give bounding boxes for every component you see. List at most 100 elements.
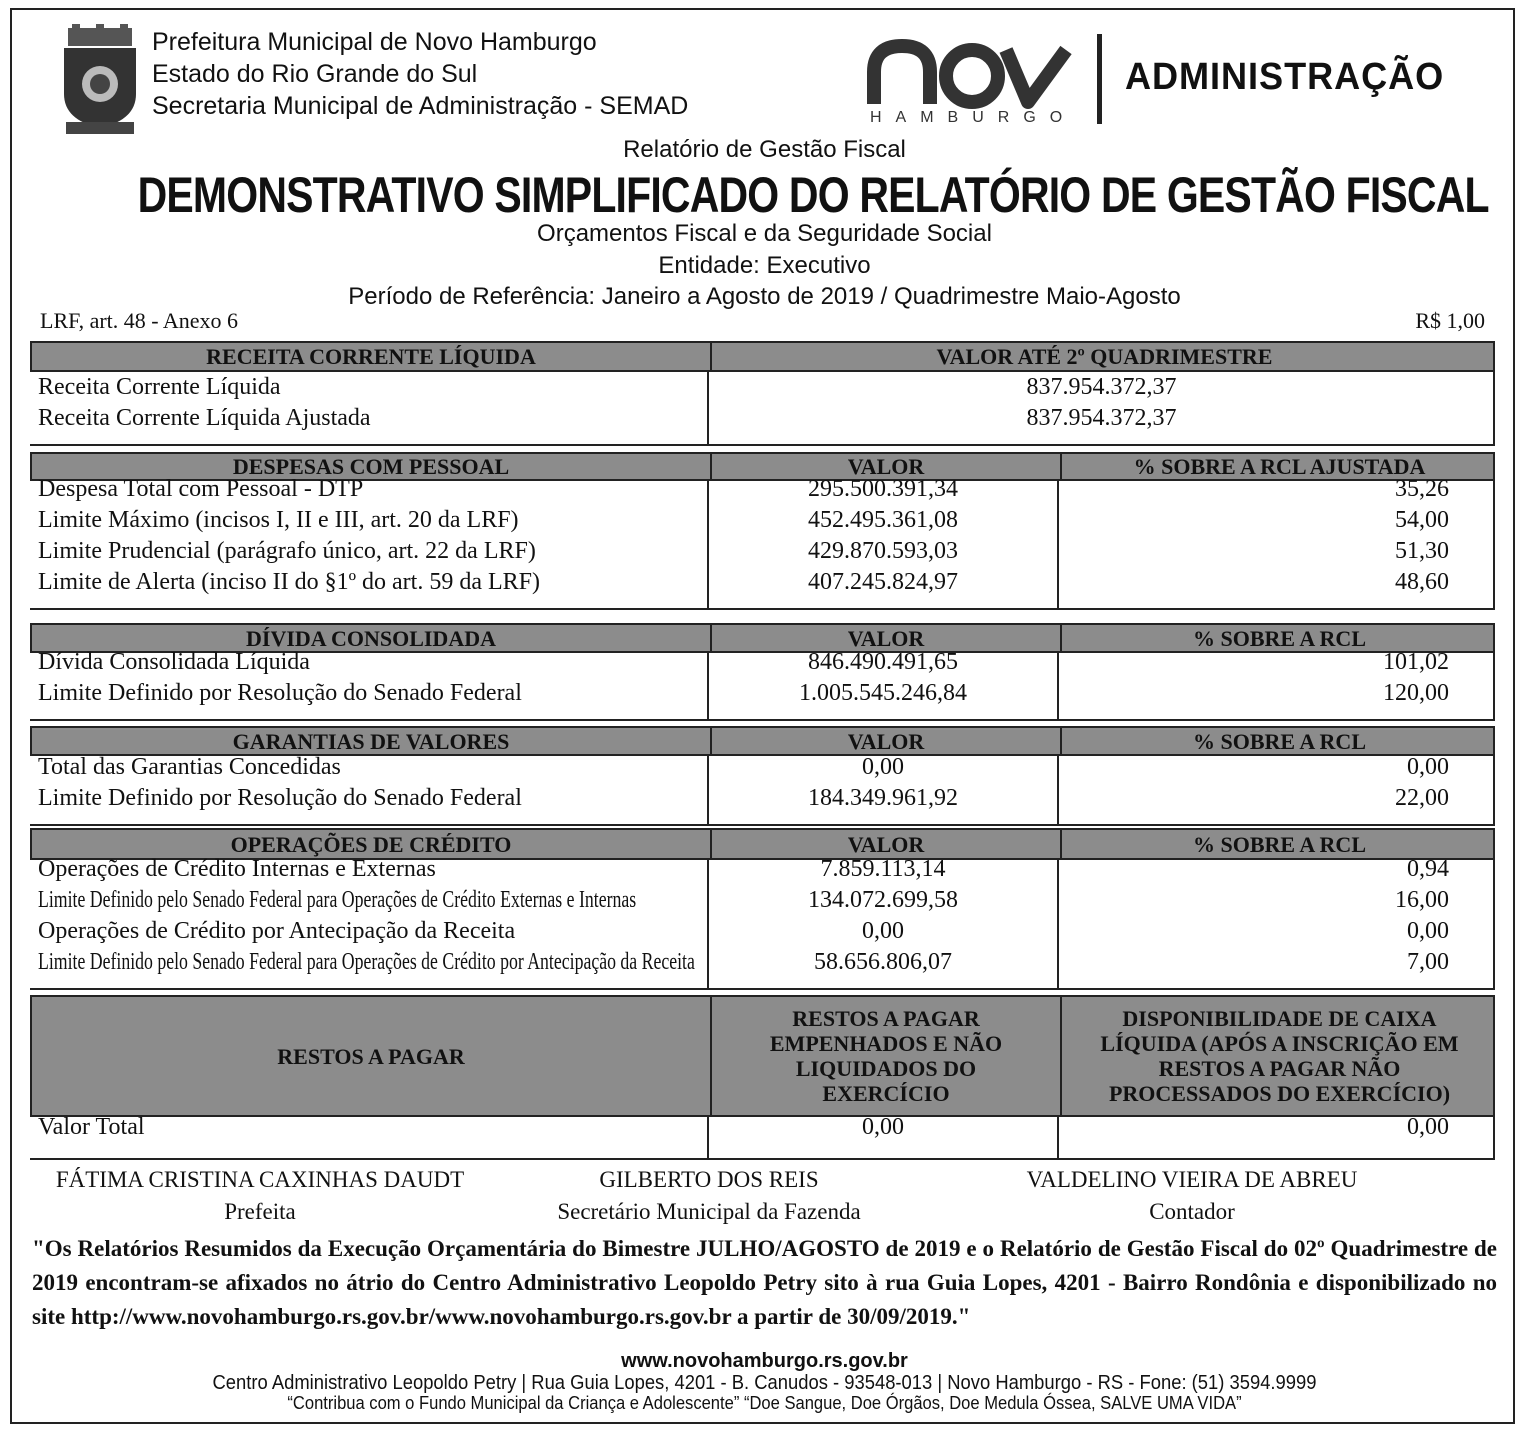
row-percent: 51,30 [1395,538,1449,564]
row-percent: 101,02 [1383,649,1449,675]
row-label: Total das Garantias Concedidas [38,754,341,780]
logo-divider [1097,34,1102,124]
row-label: Limite de Alerta (inciso II do §1º do ar… [38,569,540,595]
row-value: 846.490.491,65 [808,649,958,675]
column-divider [1057,481,1059,608]
row-label: Receita Corrente Líquida Ajustada [38,405,371,431]
signature-role: Secretário Municipal da Fazenda [557,1199,861,1224]
section-header: RESTOS A PAGAR RESTOS A PAGAR EMPENHADOS … [30,995,1495,1117]
column-header: % SOBRE A RCL [1060,830,1497,858]
footer-address: Centro Administrativo Leopoldo Petry | R… [212,1372,1317,1394]
row-value: 295.500.391,34 [808,476,958,502]
row-percent: 0,00 [1407,1114,1449,1140]
signature-name: VALDELINO VIEIRA DE ABREU [1026,1167,1358,1192]
column-divider [707,756,709,824]
page-title: DEMONSTRATIVO SIMPLIFICADO DO RELATÓRIO … [137,167,1490,223]
column-header: DESPESAS COM PESSOAL [232,454,510,479]
row-value: 0,00 [862,1114,904,1140]
row-percent: 120,00 [1383,680,1449,706]
org-line-1: Prefeitura Municipal de Novo Hamburgo [152,28,597,56]
section-header: DESPESAS COM PESSOAL VALOR% SOBRE A RCL A… [30,452,1495,481]
row-percent: 0,94 [1407,856,1449,882]
row-value: 1.005.545.246,84 [799,680,967,706]
signature-name: GILBERTO DOS REIS [599,1167,819,1192]
legal-reference: LRF, art. 48 - Anexo 6 [40,308,239,333]
signature-name: FÁTIMA CRISTINA CAXINHAS DAUDT [55,1167,465,1192]
row-label: Limite Definido pelo Senado Federal para… [38,949,695,975]
row-value: 58.656.806,07 [814,949,952,975]
row-label: Despesa Total com Pessoal - DTP [38,476,364,502]
column-header: VALOR [710,454,1060,479]
row-value: 429.870.593,03 [808,538,958,564]
column-divider [707,1117,709,1158]
column-divider [707,653,709,719]
row-percent: 22,00 [1395,785,1449,811]
row-label: Limite Definido por Resolução do Senado … [38,680,522,706]
row-percent: 48,60 [1395,569,1449,595]
publication-note: "Os Relatórios Resumidos da Execução Orç… [32,1236,1497,1329]
section-rows: Receita Corrente Líquida 837.954.372,37 Re… [30,372,1495,446]
section-header: GARANTIAS DE VALORES VALOR% SOBRE A RCL [30,726,1495,756]
novo-hamburgo-logo: HAMBURGO [867,38,1076,124]
row-value: 0,00 [862,754,904,780]
column-header: VALOR [710,830,1060,858]
section-rows: Valor Total 0,00 0,00 [30,1114,1495,1160]
section-header: OPERAÇÕES DE CRÉDITO VALOR% SOBRE A RCL [30,828,1495,860]
column-header: GARANTIAS DE VALORES [232,728,510,754]
row-value: 452.495.361,08 [808,507,958,533]
column-header: % SOBRE A RCL [1060,728,1497,754]
row-value: 837.954.372,37 [1026,405,1177,431]
signature-role: Prefeita [224,1199,296,1224]
period: Período de Referência: Janeiro a Agosto … [348,283,1181,310]
row-label: Dívida Consolidada Líquida [38,649,310,675]
footer-website: www.novohamburgo.rs.gov.br [621,1350,908,1372]
column-header: % SOBRE A RCL [1060,625,1497,651]
row-value: 837.954.372,37 [1026,374,1177,400]
column-header: RESTOS A PAGAR EMPENHADOS E NÃO LIQUIDAD… [710,997,1060,1115]
section-header: RECEITA CORRENTE LÍQUIDA VALOR ATÉ 2º QUA… [30,341,1495,372]
section-rows: Total das Garantias Concedidas 0,00 0,00 Li… [30,754,1495,826]
column-header: VALOR ATÉ 2º QUADRIMESTRE [710,343,1497,370]
row-label: Operações de Crédito por Antecipação da … [38,918,516,944]
column-header: DÍVIDA CONSOLIDADA [246,625,496,651]
row-label: Valor Total [38,1114,145,1140]
row-percent: 0,00 [1407,754,1449,780]
report-type: Relatório de Gestão Fiscal [623,136,906,163]
row-label: Limite Definido por Resolução do Senado … [38,785,522,811]
row-value: 184.349.961,92 [808,785,958,811]
section-rows: Despesa Total com Pessoal - DTP 295.500.3… [30,476,1495,610]
logo-subtext: HAMBURGO [870,109,1076,124]
column-header: VALOR [710,728,1060,754]
section-rows: Operações de Crédito Internas e Externas… [30,856,1495,990]
row-label: Limite Prudencial (parágrafo único, art.… [38,538,536,564]
row-value: 134.072.699,58 [808,887,958,913]
column-divider [707,372,709,444]
row-label: Operações de Crédito Internas e Externas [38,856,436,882]
row-label: Receita Corrente Líquida [38,374,281,400]
column-divider [707,481,709,608]
column-header: % SOBRE A RCL AJUSTADA [1060,454,1497,479]
column-header: VALOR [710,625,1060,651]
subtitle: Orçamentos Fiscal e da Seguridade Social [537,220,992,247]
section-header: DÍVIDA CONSOLIDADA VALOR% SOBRE A RCL [30,623,1495,653]
column-divider [1057,860,1059,988]
row-value: 0,00 [862,918,904,944]
signature-role: Contador [1149,1199,1235,1224]
row-percent: 16,00 [1395,887,1449,913]
org-line-2: Estado do Rio Grande do Sul [152,60,478,88]
page-frame [10,8,1515,1424]
column-divider [707,860,709,988]
column-header: RESTOS A PAGAR [277,1043,465,1069]
row-percent: 35,26 [1395,476,1449,502]
column-header: RECEITA CORRENTE LÍQUIDA [206,344,536,369]
row-label: Limite Definido pelo Senado Federal para… [38,887,637,913]
row-percent: 7,00 [1407,949,1449,975]
city-crest-logo [64,24,136,134]
column-divider [1057,653,1059,719]
section-rows: Dívida Consolidada Líquida 846.490.491,65… [30,649,1495,721]
department-name: ADMINISTRAÇÃO [1125,56,1445,98]
column-header: OPERAÇÕES DE CRÉDITO [230,831,512,857]
row-percent: 54,00 [1395,507,1449,533]
footer-slogan: “Contribua com o Fundo Municipal da Cria… [287,1393,1242,1413]
currency-unit: R$ 1,00 [1415,308,1485,333]
